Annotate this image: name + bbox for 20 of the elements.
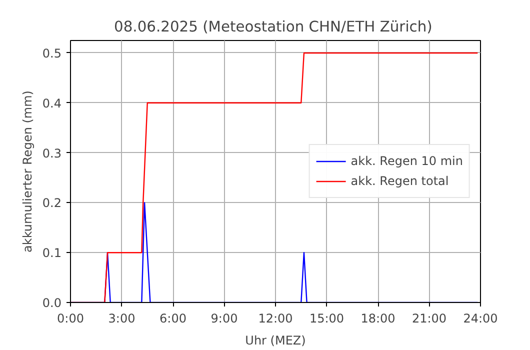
x-tick-label: 15:00 (309, 312, 344, 326)
x-tick-label: 18:00 (360, 312, 396, 326)
y-tick-label: 0.2 (42, 196, 62, 210)
x-axis-title: Uhr (MEZ) (245, 334, 306, 348)
x-tick-label: 9:00 (210, 312, 238, 326)
x-tick-label: 24:00 (463, 312, 498, 326)
x-tick-label: 6:00 (160, 312, 186, 326)
y-tick-label: 0.4 (42, 96, 62, 110)
x-tick-label: 3:00 (108, 312, 136, 326)
y-tick-label: 0.5 (42, 46, 62, 60)
x-tick-label: 21:00 (412, 312, 447, 326)
y-tick-label: 0.3 (42, 146, 62, 160)
legend-label: akk. Regen total (350, 174, 449, 188)
x-tick-label: 12:00 (258, 312, 293, 326)
y-tick-label: 0.0 (42, 296, 62, 310)
legend-label: akk. Regen 10 min (350, 154, 463, 168)
y-axis-title: akkumulierter Regen (mm) (20, 90, 34, 252)
y-tick-label: 0.1 (42, 246, 62, 260)
x-tick-label: 0:00 (57, 312, 84, 326)
chart-title: 08.06.2025 (Meteostation CHN/ETH Zürich) (114, 18, 432, 36)
